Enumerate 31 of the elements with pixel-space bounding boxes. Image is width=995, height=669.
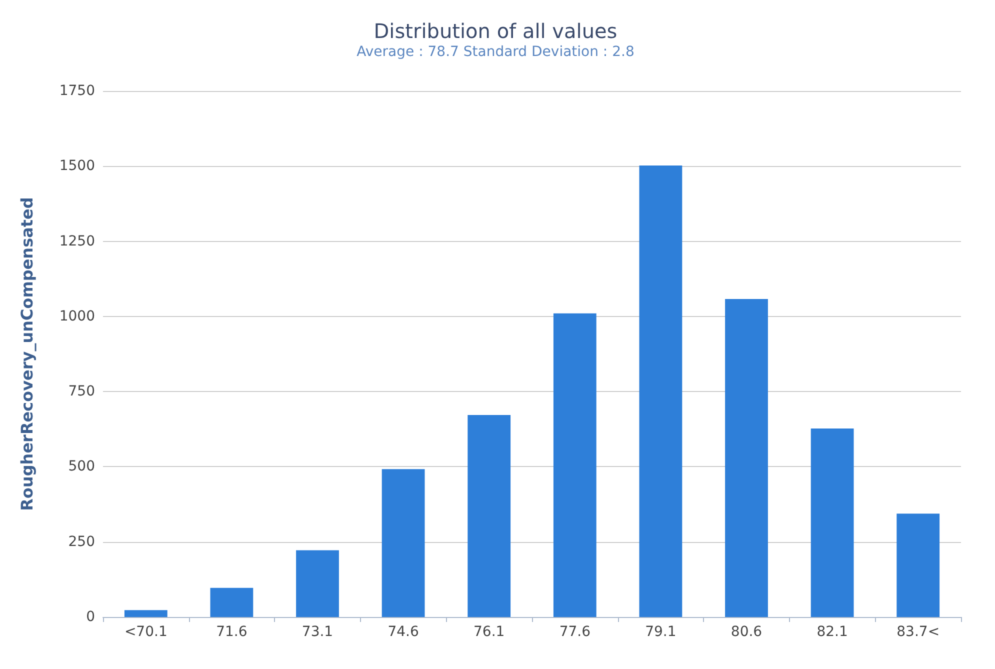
x-tick-label: 71.6 (216, 624, 248, 640)
bar (896, 514, 940, 617)
y-axis-title: RougherRecovery_unCompensated (18, 197, 36, 511)
x-tick-label: 77.6 (559, 624, 591, 640)
bar (124, 610, 168, 617)
x-tick-label: 74.6 (388, 624, 419, 640)
chart-subtitle: Average : 78.7 Standard Deviation : 2.8 (356, 44, 634, 60)
chart-title: Distribution of all values (374, 19, 618, 43)
y-tick-label: 1500 (59, 158, 95, 174)
y-tick-label: 1750 (59, 83, 95, 99)
x-tick-label: <70.1 (124, 624, 168, 640)
x-tick-label: 82.1 (816, 624, 848, 640)
bar (810, 428, 854, 617)
y-tick-label: 1250 (59, 233, 95, 250)
bar (725, 298, 768, 617)
y-tick-label: 250 (68, 534, 95, 550)
y-tick-label: 750 (68, 384, 95, 400)
bar (210, 588, 254, 617)
x-tick-label: 83.7< (896, 624, 940, 640)
x-tick-label: 73.1 (302, 624, 334, 640)
bar (639, 166, 682, 617)
bar (382, 469, 425, 617)
x-tick-label: 79.1 (645, 624, 676, 640)
y-tick-label: 500 (68, 458, 95, 475)
bar (468, 415, 511, 617)
bar (553, 313, 596, 617)
y-tick-label: 1000 (59, 308, 95, 324)
x-tick-label: 76.1 (474, 624, 505, 640)
x-tick-label: 80.6 (730, 624, 762, 640)
y-tick-label: 0 (86, 609, 95, 625)
bar (296, 550, 339, 617)
